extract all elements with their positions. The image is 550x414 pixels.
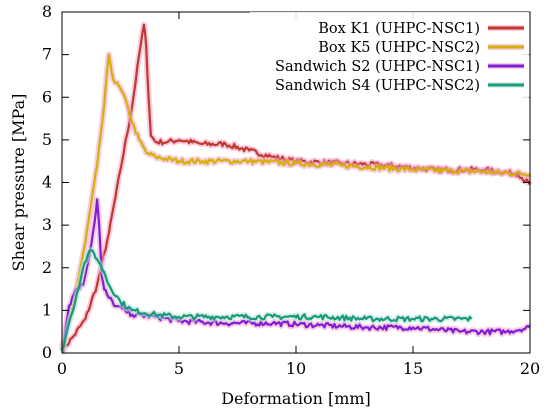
y-tick-label: 8 (42, 2, 52, 21)
legend: Box K1 (UHPC-NSC1) Box K5 (UHPC-NSC2) Sand… (250, 12, 529, 102)
x-tick-label: 15 (403, 359, 423, 378)
y-axis-title: Shear pressure [MPa] (9, 94, 28, 272)
y-tick-label: 4 (42, 173, 52, 192)
series-line-1 (60, 53, 531, 349)
y-tick-label: 2 (42, 258, 52, 277)
x-tick-label: 5 (174, 359, 184, 378)
legend-label: Sandwich S4 (UHPC-NSC2) (275, 78, 480, 94)
ticks-layer: 0 5 10 15 20 0 1 2 3 4 5 6 7 8 (42, 2, 540, 378)
legend-label: Sandwich S2 (UHPC-NSC1) (275, 59, 480, 75)
legend-background (250, 12, 529, 102)
series-line-3 (60, 249, 473, 352)
x-tick-label: 10 (286, 359, 306, 378)
x-tick-label: 20 (520, 359, 540, 378)
y-tick-label: 5 (42, 130, 52, 149)
y-tick-label: 6 (42, 87, 52, 106)
series-glow-3 (59, 247, 474, 352)
y-tick-label: 1 (42, 300, 52, 319)
legend-label: Box K5 (UHPC-NSC2) (318, 40, 480, 56)
x-axis-title: Deformation [mm] (221, 389, 371, 408)
series-glow-2 (59, 196, 532, 352)
legend-label: Box K1 (UHPC-NSC1) (318, 21, 480, 37)
x-tick-label: 0 (57, 359, 67, 378)
y-tick-label: 3 (42, 215, 52, 234)
series-layer (59, 21, 533, 355)
y-tick-label: 7 (42, 45, 52, 64)
y-tick-label: 0 (42, 343, 52, 362)
